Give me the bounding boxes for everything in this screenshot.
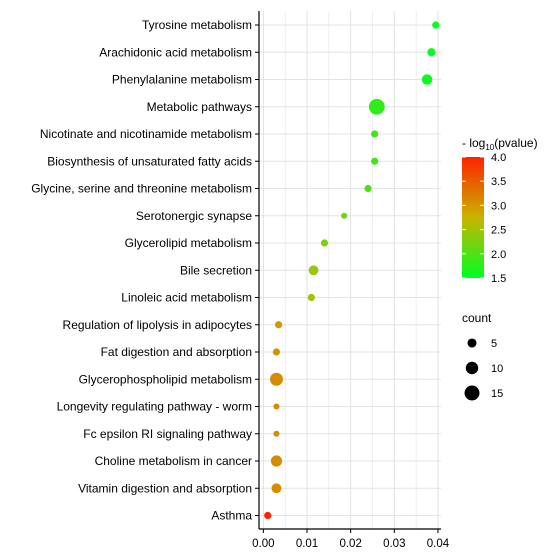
size-legend-dot bbox=[465, 361, 479, 375]
y-category-label: Regulation of lipolysis in adipocytes bbox=[63, 318, 252, 332]
size-legend-label: 15 bbox=[491, 388, 503, 400]
y-category-label: Glycerophospholipid metabolism bbox=[79, 372, 252, 386]
data-point bbox=[307, 293, 315, 302]
y-category-label: Glycerolipid metabolism bbox=[125, 236, 252, 250]
data-point bbox=[275, 321, 283, 329]
color-legend-title-prefix: - log bbox=[462, 136, 485, 150]
size-legend-dot bbox=[467, 338, 477, 348]
data-point bbox=[421, 74, 433, 85]
y-category-label: Vitamin digestion and absorption bbox=[78, 481, 252, 495]
data-point bbox=[432, 21, 440, 29]
data-point bbox=[271, 483, 282, 494]
data-point bbox=[273, 430, 280, 437]
y-category-label: Nicotinate and nicotinamide metabolism bbox=[40, 127, 252, 141]
data-point bbox=[272, 348, 281, 356]
y-category-label: Serotonergic synapse bbox=[136, 209, 252, 223]
x-tick-label: 0.00 bbox=[252, 538, 274, 550]
size-legend-title: count bbox=[462, 311, 492, 325]
data-point bbox=[264, 511, 272, 520]
color-legend-title: - log10(pvalue) bbox=[462, 136, 538, 152]
size-legend-label: 5 bbox=[491, 338, 497, 350]
data-point bbox=[320, 239, 329, 247]
color-legend-ticks: 4.0 3.5 3.0 2.5 2.0 1.5 bbox=[462, 152, 506, 285]
y-category-label: Metabolic pathways bbox=[147, 100, 252, 114]
data-point bbox=[371, 157, 379, 165]
y-category-label: Biosynthesis of unsaturated fatty acids bbox=[47, 154, 252, 168]
data-point bbox=[368, 98, 385, 115]
y-category-label: Glycine, serine and threonine metabolism bbox=[31, 182, 252, 196]
y-category-label: Phenylalanine metabolism bbox=[112, 73, 252, 87]
color-legend-tick-label: 1.5 bbox=[491, 273, 506, 285]
y-category-label: Linoleic acid metabolism bbox=[121, 291, 252, 305]
grid-lines bbox=[259, 11, 441, 529]
y-category-label: Asthma bbox=[211, 509, 252, 523]
color-legend-tick-label: 3.5 bbox=[491, 176, 506, 188]
x-axis-tick-labels: 0.00 0.01 0.02 0.03 0.04 bbox=[252, 529, 450, 550]
y-category-label: Tyrosine metabolism bbox=[142, 18, 252, 32]
data-point bbox=[427, 48, 436, 57]
y-category-label: Arachidonic acid metabolism bbox=[99, 45, 252, 59]
color-legend: - log10(pvalue) 4.0 3.5 3.0 2.5 2.0 1.5 bbox=[462, 136, 538, 285]
data-point bbox=[364, 184, 372, 193]
color-legend-title-subscript: 10 bbox=[485, 143, 494, 152]
x-tick-label: 0.03 bbox=[383, 538, 405, 550]
y-category-label: Longevity regulating pathway - worm bbox=[57, 400, 252, 414]
data-point bbox=[341, 212, 348, 219]
y-category-label: Fat digestion and absorption bbox=[101, 345, 252, 359]
color-legend-tick-label: 3.0 bbox=[491, 200, 506, 212]
size-legend-dot bbox=[464, 385, 480, 401]
data-point bbox=[273, 403, 280, 410]
y-category-label: Bile secretion bbox=[180, 263, 252, 277]
data-point bbox=[308, 265, 319, 276]
size-legend-label: 10 bbox=[491, 363, 503, 375]
color-legend-tick-label: 2.5 bbox=[491, 225, 506, 237]
color-legend-bar bbox=[462, 157, 484, 278]
data-point bbox=[371, 130, 379, 138]
y-category-label: Fc epsilon RI signaling pathway bbox=[83, 427, 252, 441]
color-legend-tick-label: 2.0 bbox=[491, 249, 506, 261]
x-tick-label: 0.01 bbox=[296, 538, 318, 550]
size-legend-entries: 5 10 15 bbox=[464, 338, 503, 401]
x-tick-label: 0.02 bbox=[339, 538, 361, 550]
color-legend-title-suffix: (pvalue) bbox=[494, 136, 537, 150]
data-point bbox=[269, 372, 283, 386]
x-tick-label: 0.04 bbox=[427, 538, 450, 550]
size-legend: count 5 10 15 bbox=[462, 311, 503, 401]
color-legend-tick-label: 4.0 bbox=[491, 152, 506, 164]
data-points bbox=[264, 21, 440, 520]
y-category-label: Choline metabolism in cancer bbox=[95, 454, 252, 468]
y-axis-category-labels: Tyrosine metabolism Arachidonic acid meta… bbox=[31, 18, 259, 523]
data-point bbox=[270, 455, 283, 467]
